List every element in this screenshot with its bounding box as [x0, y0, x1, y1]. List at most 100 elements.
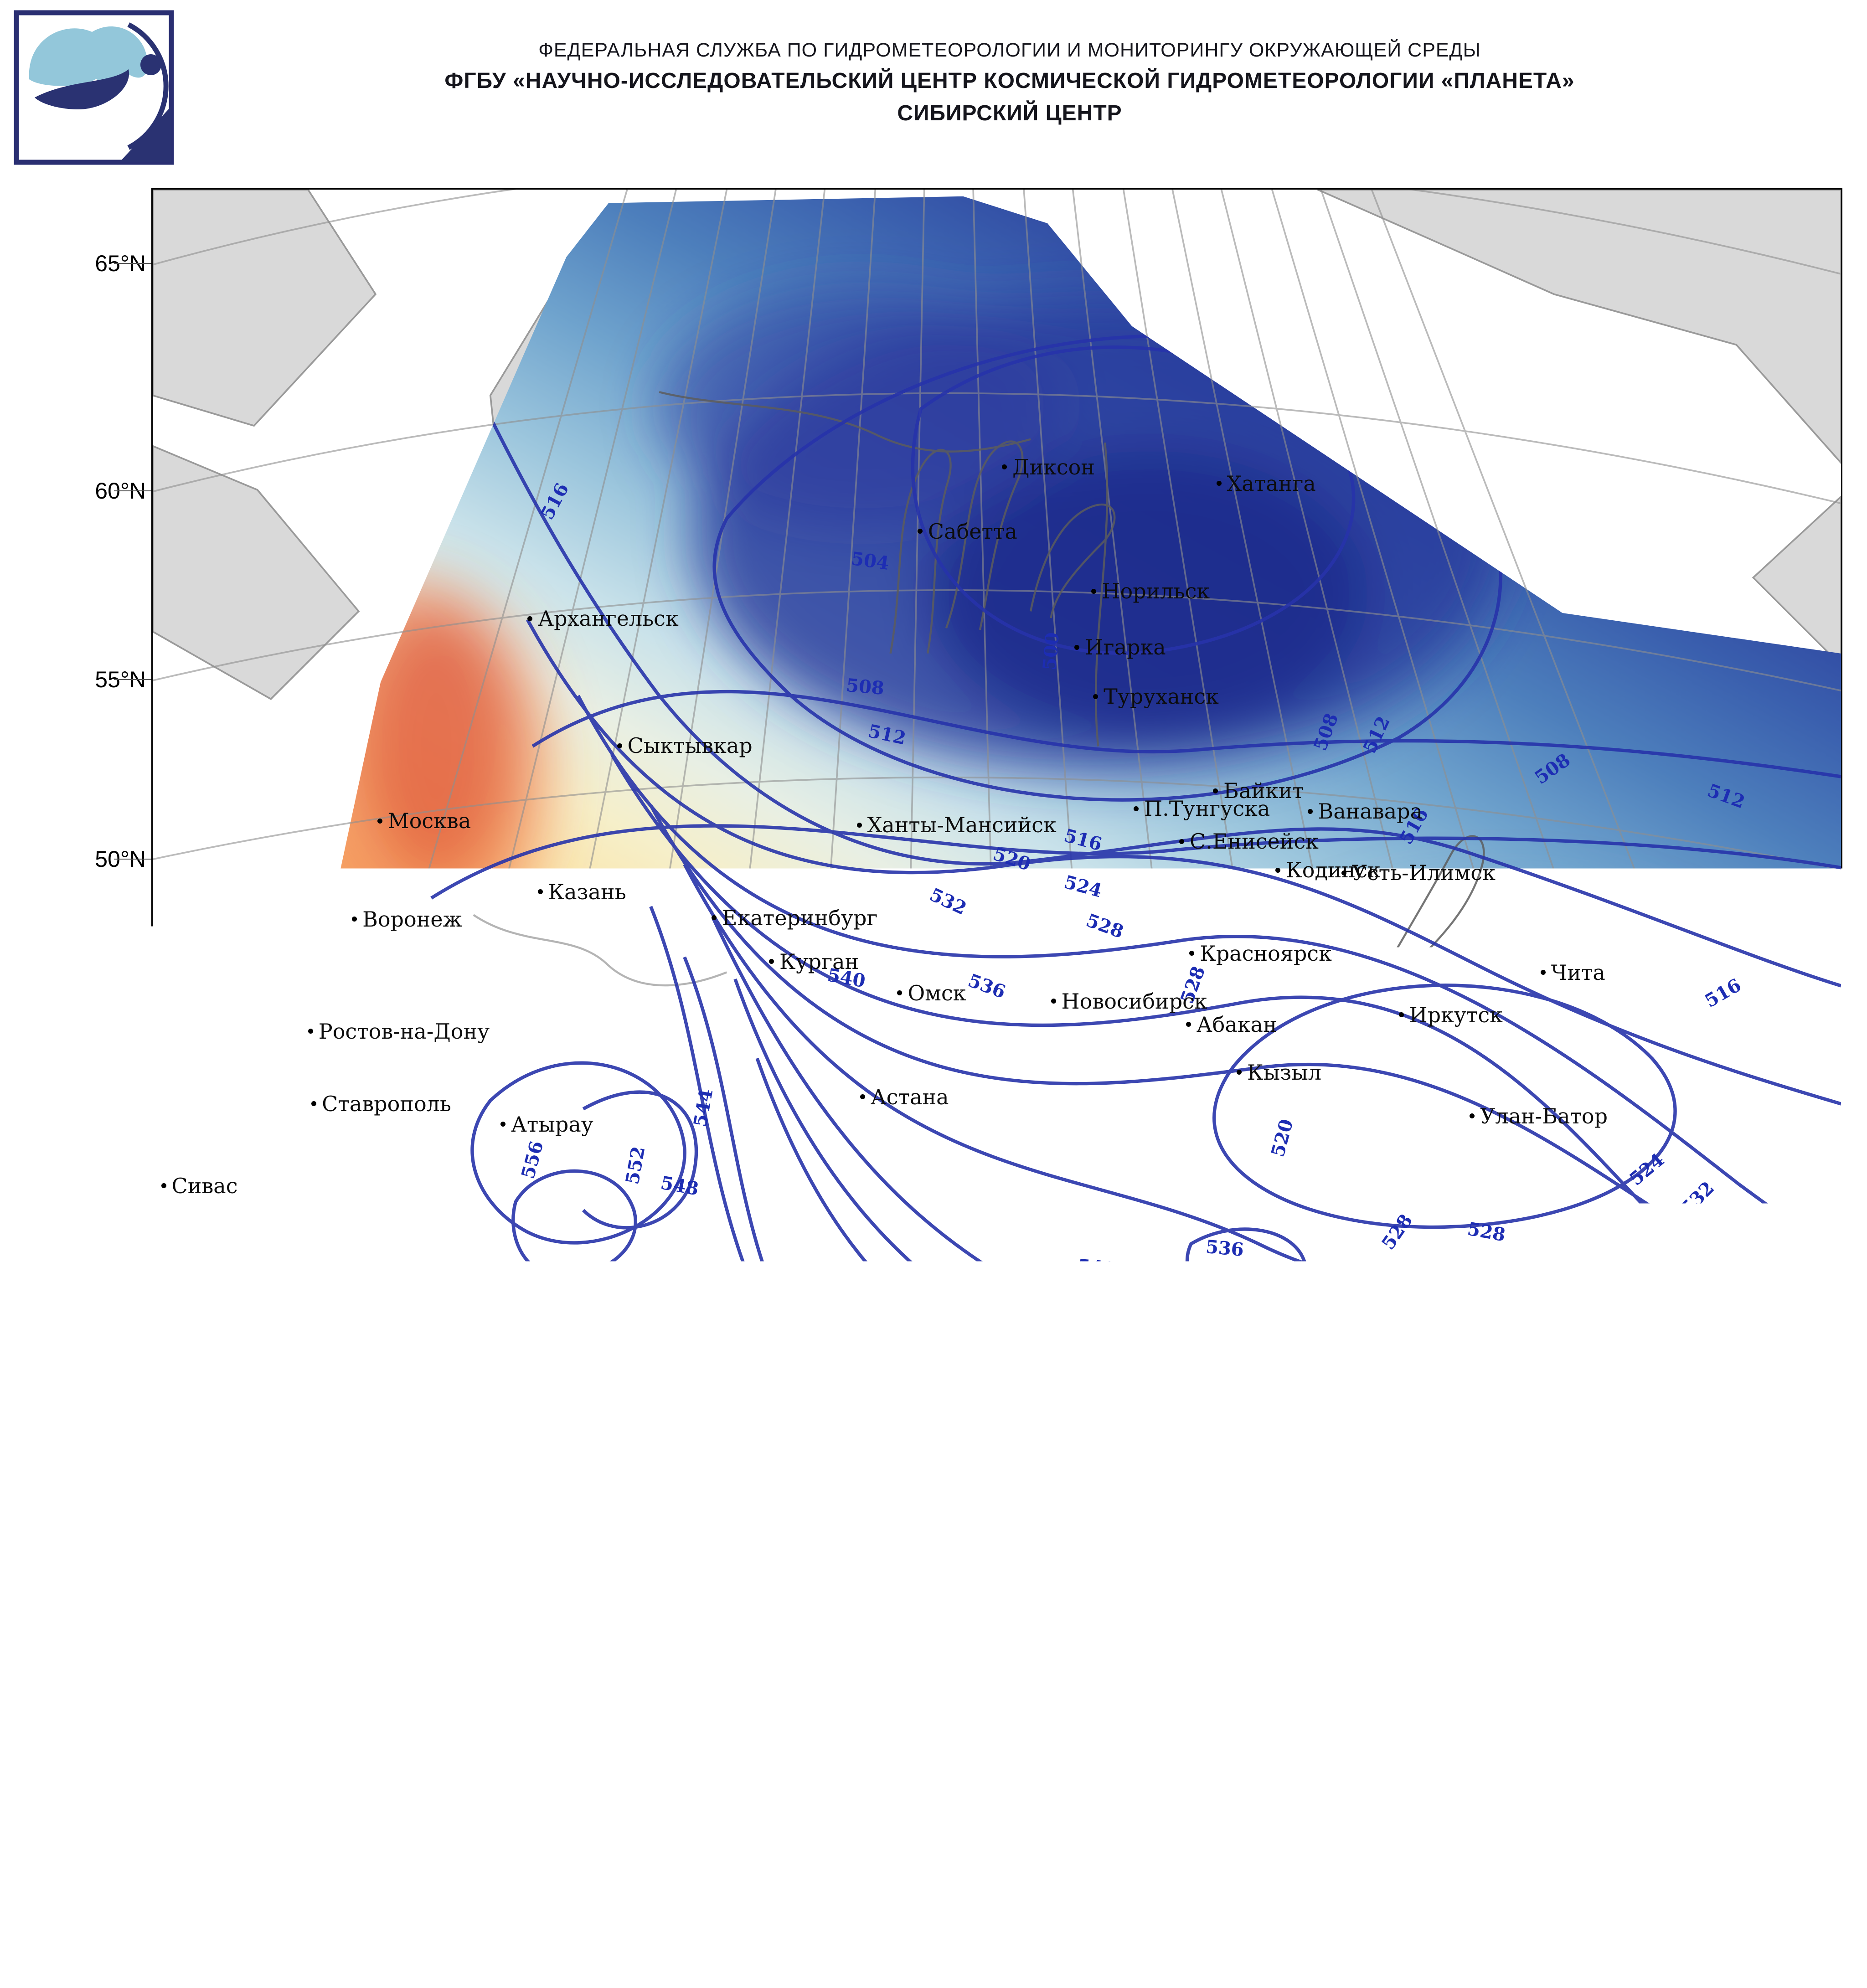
- colorbar-cell: [203, 1749, 252, 1770]
- colorbar-labels: 493 503 513 524 534 544 554 564: [154, 1778, 1832, 1810]
- city-dot-icon: [1074, 645, 1079, 650]
- colorbar-cell: [993, 1749, 1042, 1770]
- city-marker: Архангельск: [527, 606, 678, 631]
- footer-email: E-Mail:alexk@rcpod.ru, www.rcpod.ru: [14, 1948, 406, 1973]
- colorbar-cell: [1635, 1749, 1684, 1770]
- city-dot-icon: [1179, 839, 1184, 844]
- header: ФЕДЕРАЛЬНАЯ СЛУЖБА ПО ГИДРОМЕТЕОРОЛОГИИ …: [196, 36, 1823, 129]
- colorbar-cell: [1338, 1749, 1387, 1770]
- city-label: Тегеран: [403, 1396, 493, 1421]
- city-label: Улан-Батор: [1480, 1104, 1608, 1128]
- city-label: Ханты-Мансийск: [867, 813, 1057, 837]
- colorbar-cell: [647, 1749, 696, 1770]
- city-label: Усть-Илимск: [1352, 860, 1496, 885]
- colorbar-cell: [696, 1749, 746, 1770]
- satellite-3: NOAA21 / ATMS: [1525, 1899, 1686, 1925]
- colorbar-cell: [154, 1749, 203, 1770]
- lat-tick: [114, 1169, 151, 1170]
- footer-product-info: Спектральный диапазон: 23.8 - 183.3 ГГц …: [529, 1906, 1440, 1966]
- lat-tick: [114, 1021, 151, 1022]
- city-marker: Абакан: [1186, 1012, 1277, 1037]
- city-label: Воронеж: [362, 907, 462, 932]
- city-dot-icon: [857, 823, 862, 828]
- city-dot-icon: [1002, 464, 1007, 469]
- city-label: Чимбай: [616, 1263, 701, 1288]
- colorbar-tick-label: 503: [372, 1778, 412, 1806]
- city-marker: Воронеж: [352, 907, 462, 932]
- lat-tick: [114, 490, 151, 491]
- colorbar-cell: [351, 1749, 400, 1770]
- colorbar-cell: [450, 1749, 499, 1770]
- city-marker: Пекин: [1718, 1233, 1800, 1258]
- city-marker: Омск: [897, 981, 966, 1005]
- colorbar-cell: [1585, 1749, 1635, 1770]
- city-label: Туруханск: [1104, 684, 1219, 709]
- satellite-list: NOAA20 / ATMS Suomi NPP / ATMS NOAA21 / …: [1525, 1847, 1686, 1925]
- lat-tick: [114, 1476, 151, 1477]
- iso-9001-badge: ДОБРОСОВЕСТНЫЙ ПОСТАВЩИК ИСО 9001 -2015: [1780, 1895, 1858, 1981]
- city-dot-icon: [1308, 809, 1313, 814]
- city-dot-icon: [377, 819, 382, 824]
- city-label: Душанбе: [778, 1410, 878, 1434]
- city-label: Сивас: [172, 1174, 238, 1198]
- colorbar-cell: [1190, 1749, 1239, 1770]
- colorbar-cell: [1486, 1749, 1536, 1770]
- timestamp: 15.02.2026 00:00 GMT: [529, 1936, 1440, 1966]
- lon-tick: [543, 1557, 544, 1573]
- colorbar: [154, 1749, 1832, 1770]
- colorbar-cell: [1387, 1749, 1437, 1770]
- city-label: Урумчи: [1156, 1282, 1241, 1307]
- city-label: Бишкек: [906, 1311, 994, 1336]
- city-dot-icon: [392, 1406, 397, 1411]
- city-dot-icon: [1091, 589, 1096, 594]
- badge-center-text: ИСО 9001 -2015: [1795, 1928, 1821, 1962]
- city-label: Астана: [871, 1085, 949, 1109]
- lat-tick: [114, 263, 151, 264]
- city-label: Сыктывкар: [628, 733, 753, 758]
- city-dot-icon: [860, 1094, 865, 1099]
- city-marker: Ашхабад: [551, 1385, 659, 1410]
- city-dot-icon: [1217, 481, 1222, 486]
- lon-tick: [1570, 1557, 1571, 1573]
- colorbar-cell: [1733, 1749, 1783, 1770]
- city-dot-icon: [551, 1395, 556, 1400]
- satellite-1: NOAA20 / ATMS: [1525, 1847, 1686, 1873]
- lon-label: 75°E: [839, 1571, 939, 1598]
- lon-label: 105°E: [1520, 1571, 1620, 1598]
- city-dot-icon: [712, 915, 717, 920]
- colorbar-tick-label: 513: [583, 1778, 623, 1806]
- lat-tick: [114, 1327, 151, 1328]
- city-marker: Новосибирск: [1051, 989, 1207, 1014]
- colorbar-cell: [548, 1749, 598, 1770]
- footer-phone: Тел.: (383) 363-46-05, Факс: (383) 363-4…: [14, 1922, 406, 1948]
- city-marker: Тегеран: [392, 1396, 493, 1421]
- colorbar-cell: [1042, 1749, 1091, 1770]
- city-dot-icon: [1186, 1022, 1191, 1027]
- city-marker: Кызыл: [1237, 1060, 1321, 1085]
- colorbar-cell: [302, 1749, 351, 1770]
- svg-text:ИСО: ИСО: [1796, 1928, 1819, 1940]
- city-marker: Красноярск: [1189, 941, 1332, 966]
- header-line-2: ФГБУ «НАУЧНО-ИССЛЕДОВАТЕЛЬСКИЙ ЦЕНТР КОС…: [196, 65, 1823, 98]
- city-dot-icon: [1399, 1012, 1404, 1017]
- colorbar-cell: [1092, 1749, 1141, 1770]
- colorbar-cell: [1783, 1749, 1832, 1770]
- lon-label: 45°E: [123, 1571, 223, 1598]
- city-label: С.Енисейск: [1190, 829, 1319, 854]
- city-label: Казань: [548, 880, 626, 904]
- city-marker: Ставрополь: [311, 1092, 451, 1116]
- colorbar-cell: [253, 1749, 302, 1770]
- city-dot-icon: [538, 889, 543, 894]
- city-label: Иркутск: [1409, 1003, 1503, 1027]
- lon-label: 60°E: [494, 1571, 594, 1598]
- header-line-1: ФЕДЕРАЛЬНАЯ СЛУЖБА ПО ГИДРОМЕТЕОРОЛОГИИ …: [196, 36, 1823, 65]
- city-dot-icon: [1237, 1070, 1242, 1075]
- page: ФЕДЕРАЛЬНАЯ СЛУЖБА ПО ГИДРОМЕТЕОРОЛОГИИ …: [0, 0, 1867, 1988]
- city-marker: Москва: [377, 809, 471, 833]
- city-label: Ванавара: [1318, 799, 1423, 824]
- city-marker: Атырау: [500, 1112, 593, 1137]
- footer-contact-block: Сибирский центр ФГБУ «НИЦ «Планета» Росс…: [14, 1871, 406, 1973]
- city-label: Хатанга: [1227, 471, 1316, 496]
- colorbar-cell: [894, 1749, 943, 1770]
- colorbar-tick-label: 554: [1406, 1778, 1446, 1806]
